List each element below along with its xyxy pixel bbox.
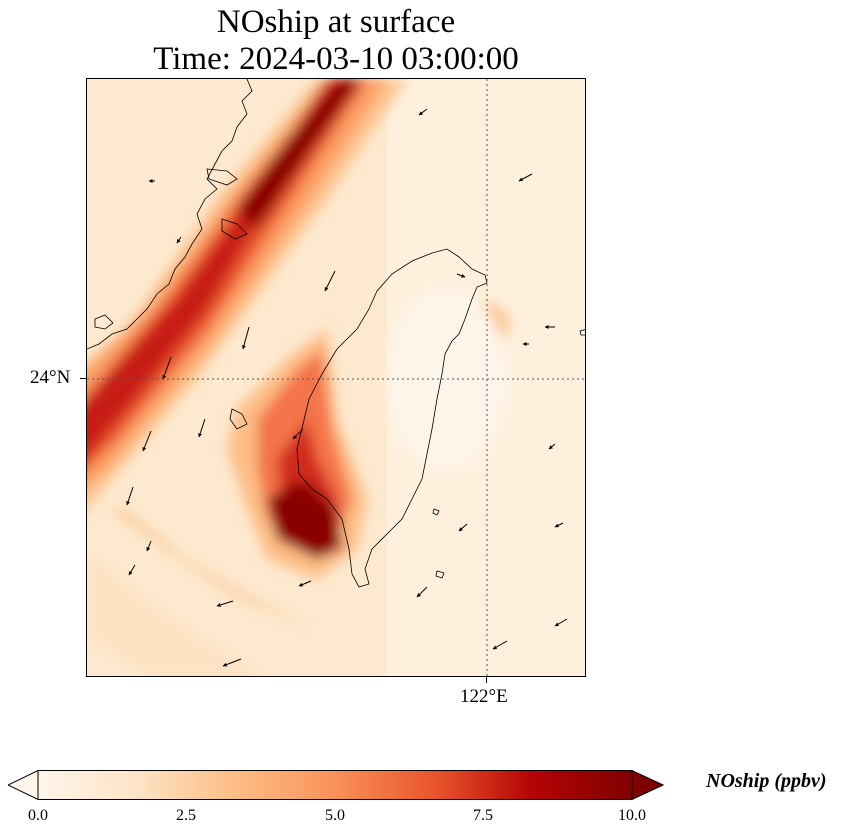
wind-arrow [456,273,466,278]
wind-arrow [554,522,564,528]
coastal-island-1 [206,168,238,186]
wind-arrow [548,443,556,450]
map-panel [86,78,586,677]
wind-arrow [492,640,508,650]
wind-arrow [418,108,428,116]
wind-arrow [142,430,152,452]
fujian-coastline [87,79,253,350]
wind-arrow [324,270,336,292]
lat-tick-mark [80,378,86,379]
colorbar-min-extend [6,769,39,801]
small-island-1 [432,508,440,516]
map-title-time: Time: 2024-03-10 03:00:00 [153,41,519,77]
coastal-island-3 [94,314,114,330]
wind-arrow [128,564,136,576]
wind-arrow [198,418,206,438]
wind-arrow [176,236,182,244]
taiwan-coastline [296,248,488,588]
colorbar [6,769,665,801]
wind-arrow [222,658,242,667]
lat-tick-label: 24°N [30,367,71,388]
wind-arrow [518,173,533,182]
wind-arrow [216,600,234,607]
colorbar-tick-4: 10.0 [618,807,646,824]
small-island-3 [579,329,585,336]
colorbar-tick-2: 5.0 [325,807,345,824]
gridlines [87,79,585,676]
wind-vectors [126,108,568,667]
colorbar-gradient [37,770,633,800]
wind-arrow [554,618,568,627]
wind-arrow [292,428,304,440]
colorbar-label: NOship (ppbv) [706,770,827,792]
lon-tick-label: 122°E [460,686,508,707]
wind-arrow [458,523,468,532]
wind-arrow [298,580,312,587]
small-island-2 [435,570,445,579]
map-title-line1: NOship at surface [216,4,456,40]
colorbar-tick-0: 0.0 [28,807,48,824]
lon-tick-mark [486,677,487,683]
wind-arrow [242,326,250,350]
colorbar-max-extend [631,769,665,801]
coastal-island-2 [221,218,248,240]
colorbar-tick-3: 7.5 [473,807,493,824]
penghu-islands [229,408,248,430]
coastlines [87,79,585,588]
colorbar-graphic [6,769,665,801]
wind-arrow [162,356,172,380]
colorbar-tick-1: 2.5 [176,807,196,824]
wind-arrow [126,486,134,506]
wind-arrow [146,540,152,552]
map-canvas [87,79,585,676]
wind-arrow [416,586,428,598]
